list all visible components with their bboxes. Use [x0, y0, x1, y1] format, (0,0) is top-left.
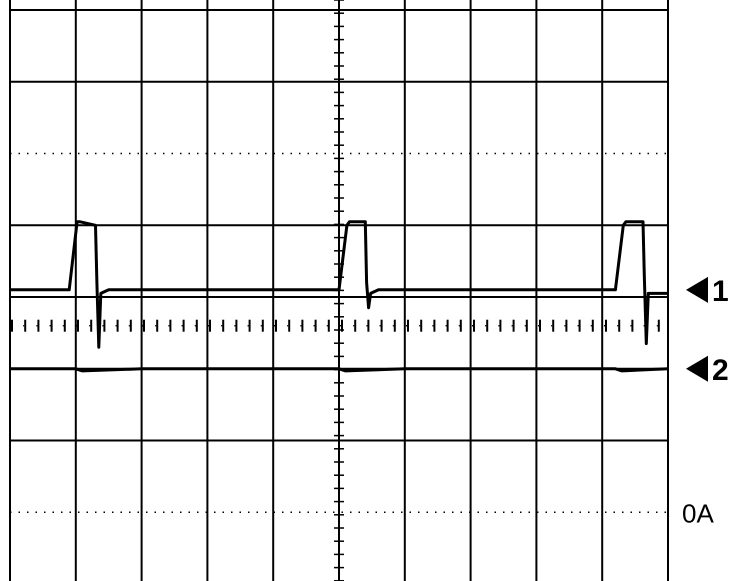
channel-marker-arrow-icon: [686, 355, 708, 382]
channel-marker-arrow-icon: [686, 276, 708, 303]
channel-marker-label: 1: [712, 275, 729, 308]
traces: [10, 220, 669, 373]
trace-2: [10, 367, 669, 373]
trace-1: [10, 220, 668, 349]
ground-marker-0a: 0A: [682, 498, 714, 528]
level-markers: 1 2 0A: [682, 275, 729, 528]
channel-marker-label: 2: [712, 354, 729, 387]
